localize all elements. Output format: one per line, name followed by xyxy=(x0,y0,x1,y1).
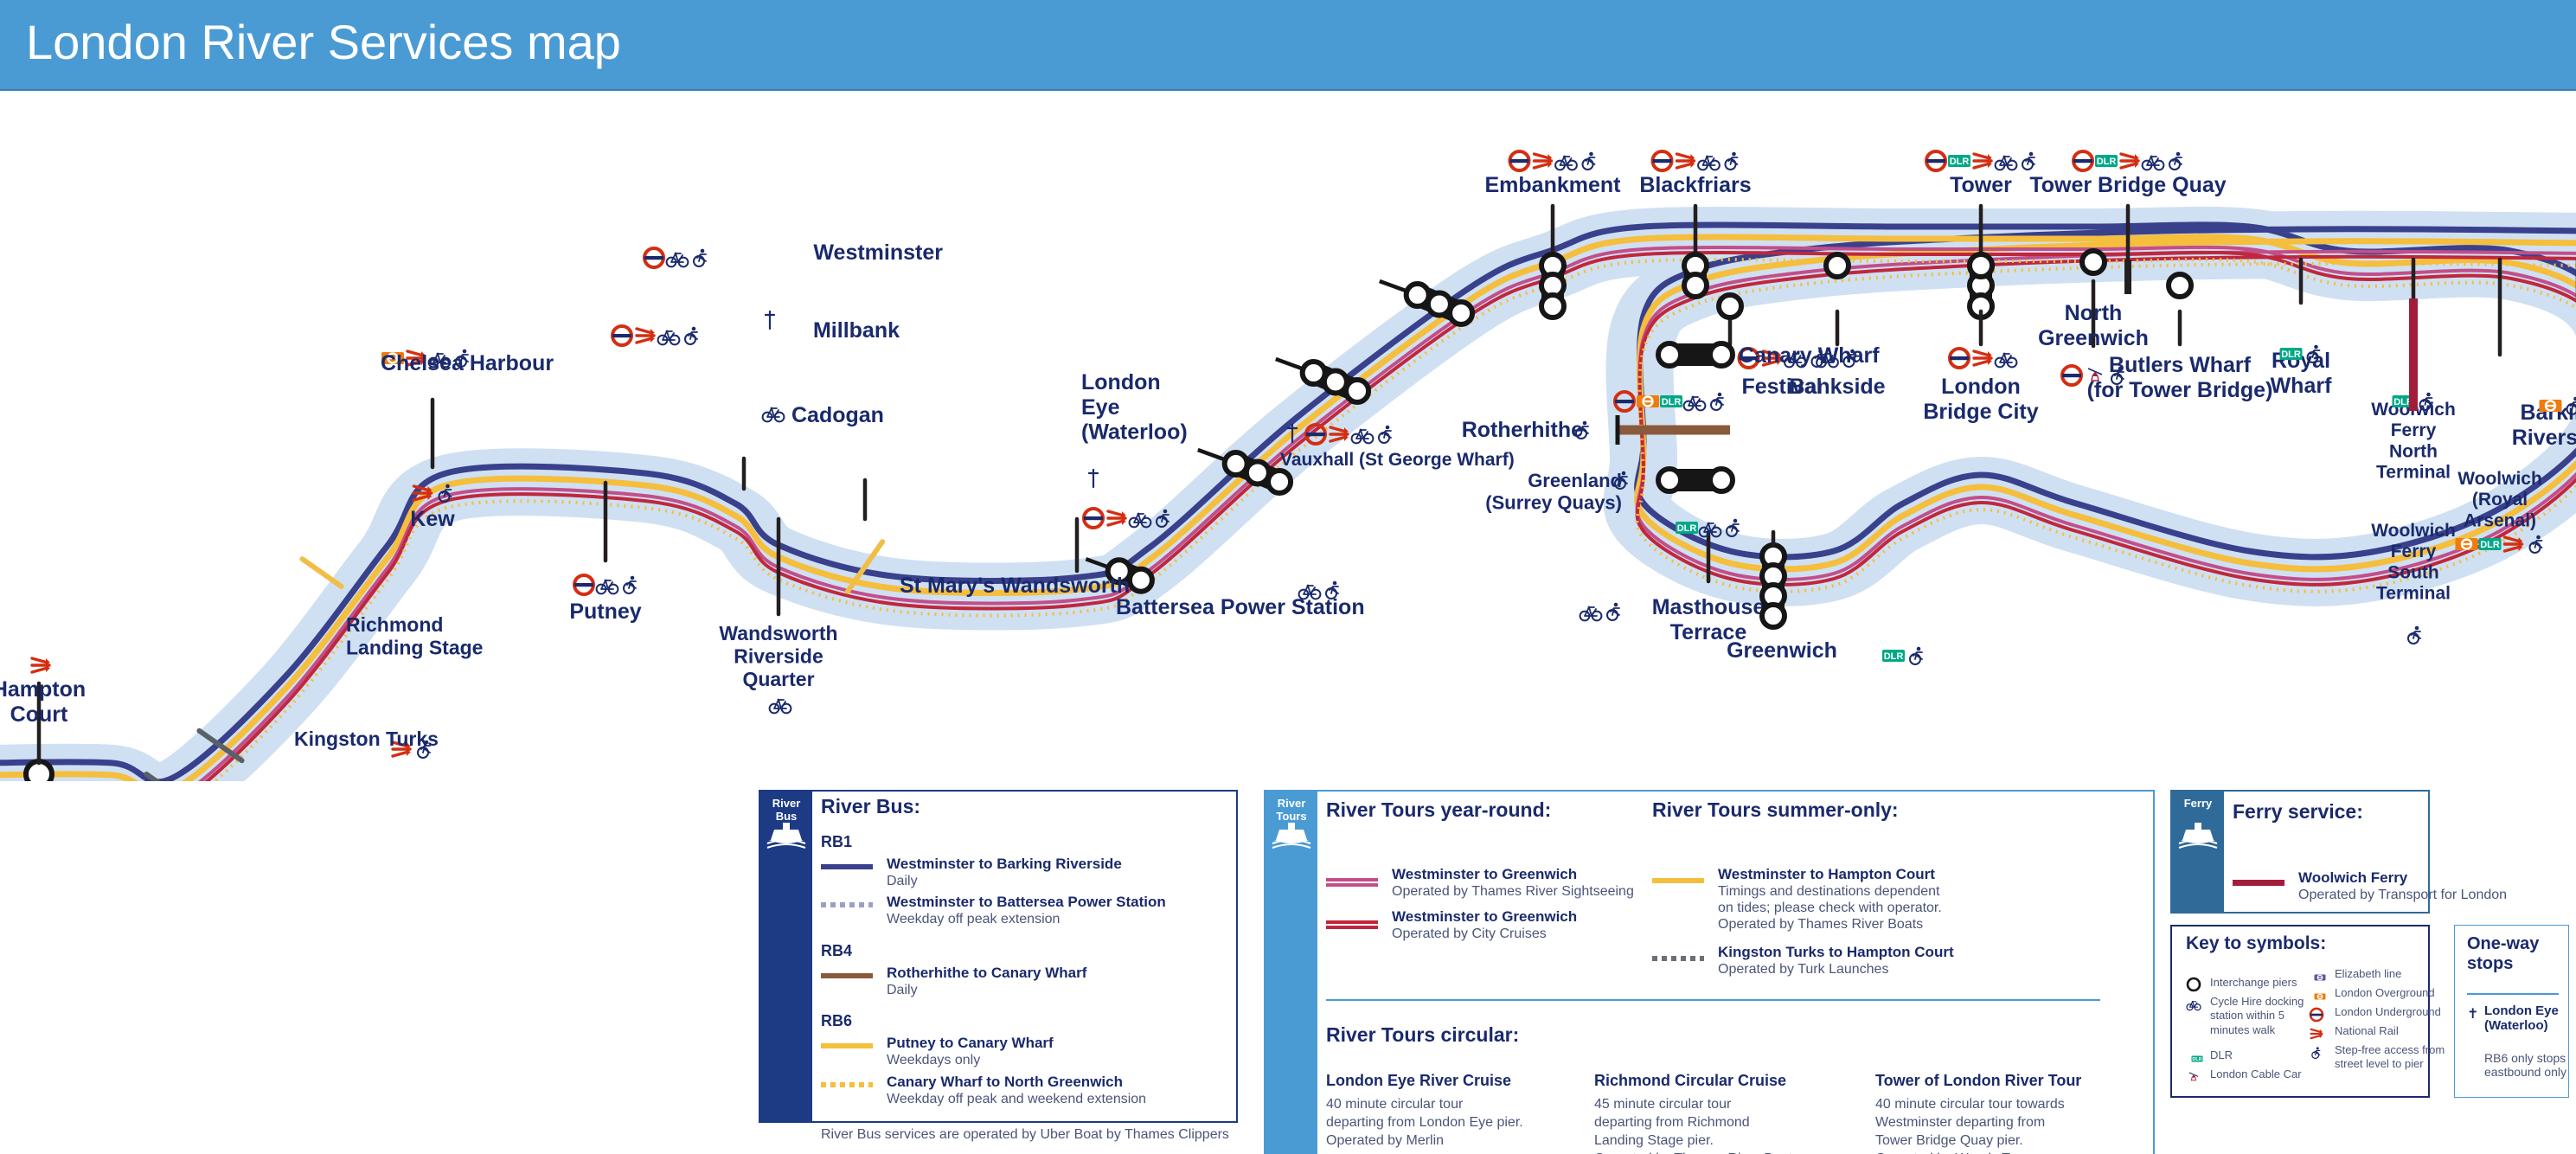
svg-text:Bankside: Bankside xyxy=(1789,375,1885,399)
svg-text:Westminster: Westminster xyxy=(813,240,943,265)
svg-text:St Mary's Wandsworth: St Mary's Wandsworth xyxy=(900,574,1130,598)
svg-text:Canary Wharf: Canary Wharf xyxy=(1739,343,1880,368)
svg-text:Chelsea Harbour: Chelsea Harbour xyxy=(381,351,554,375)
svg-text:Cadogan: Cadogan xyxy=(791,403,884,427)
svg-text:WoolwichFerryNorthTerminal: WoolwichFerryNorthTerminal xyxy=(2371,400,2456,482)
svg-text:Greenland(Surrey Quays): Greenland (Surrey Quays) xyxy=(1485,470,1622,513)
svg-text:Battersea Power Station: Battersea Power Station xyxy=(1116,595,1365,619)
svg-text:Greenwich: Greenwich xyxy=(1727,638,1837,663)
svg-text:Millbank: Millbank xyxy=(813,318,900,343)
svg-text:Embankment: Embankment xyxy=(1485,173,1622,197)
svg-text:Vauxhall (St George Wharf): Vauxhall (St George Wharf) xyxy=(1280,450,1515,470)
svg-text:Butlers Wharf(for Tower Bridge: Butlers Wharf (for Tower Bridge) xyxy=(2087,353,2273,402)
svg-text:Kingston Turks: Kingston Turks xyxy=(294,728,439,750)
svg-text:Putney: Putney xyxy=(569,599,641,624)
svg-text:Tower Bridge Quay: Tower Bridge Quay xyxy=(2029,173,2226,197)
svg-text:Rotherhithe: Rotherhithe xyxy=(1462,418,1583,442)
svg-text:Kew: Kew xyxy=(410,507,455,531)
svg-text:Tower: Tower xyxy=(1950,173,2012,197)
svg-text:Blackfriars: Blackfriars xyxy=(1639,173,1751,197)
